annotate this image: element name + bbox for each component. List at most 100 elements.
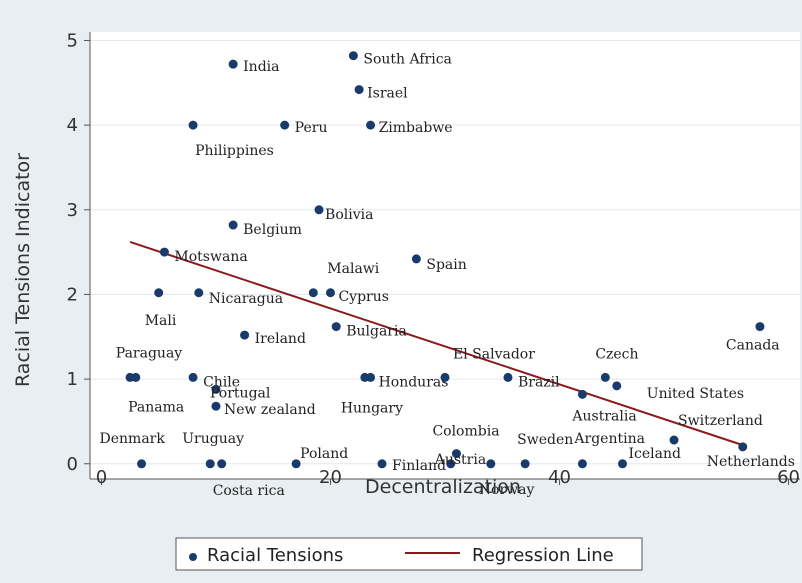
data-point <box>377 459 387 469</box>
data-point-label: Nicaragua <box>209 291 283 307</box>
legend-scatter-marker <box>189 553 197 561</box>
data-point-label: Malawi <box>327 261 379 277</box>
data-point <box>366 120 376 130</box>
data-point <box>577 459 587 469</box>
y-tick-label: 3 <box>67 200 78 221</box>
data-point-label: Austria <box>434 452 486 468</box>
data-point-label: Poland <box>300 446 348 462</box>
data-point <box>211 401 221 411</box>
data-point <box>228 59 238 69</box>
data-point-label: Panama <box>128 399 184 415</box>
data-point-label: Paraguay <box>116 345 183 361</box>
data-point-label: Peru <box>295 120 328 136</box>
data-point <box>411 254 421 264</box>
data-point-label: Brazil <box>518 374 560 390</box>
data-point-label: Switzerland <box>678 413 763 429</box>
data-point-label: Israel <box>367 86 408 102</box>
data-point-label: Chile <box>203 374 240 390</box>
data-point-label: Canada <box>726 338 780 354</box>
data-point <box>159 247 169 257</box>
data-point-label: Philippines <box>195 143 274 159</box>
data-point-label: Hungary <box>341 400 403 416</box>
data-point-label: Bolivia <box>325 207 373 223</box>
data-point-label: Zimbabwe <box>379 120 453 136</box>
data-point <box>503 372 513 382</box>
data-point <box>188 120 198 130</box>
data-point-label: Costa rica <box>213 483 285 499</box>
data-points: India South Africa Israel Peru Zimbabwe Phili… <box>100 51 795 499</box>
data-point-label: Motswana <box>174 249 247 265</box>
data-point-label: New zealand <box>224 402 316 418</box>
data-point-label: El Salvador <box>453 346 535 362</box>
data-point <box>486 459 496 469</box>
data-point-label: Mali <box>145 313 177 329</box>
data-point-label: Belgium <box>243 222 302 238</box>
data-point <box>360 372 370 382</box>
data-point <box>240 330 250 340</box>
regression-line <box>129 241 744 447</box>
data-point-label: Iceland <box>629 446 681 462</box>
data-point-label: India <box>243 59 279 75</box>
legend-line-label: Regression Line <box>472 545 614 566</box>
y-axis-ticks: 0 1 2 3 4 5 <box>67 30 90 475</box>
data-point <box>280 120 290 130</box>
data-point-label: Australia <box>571 408 636 424</box>
data-point-label: Czech <box>595 346 638 362</box>
data-point <box>137 459 147 469</box>
x-tick-label: 0 <box>96 467 107 488</box>
data-point <box>669 435 679 445</box>
data-point <box>205 459 215 469</box>
data-point <box>354 85 364 95</box>
data-point <box>308 288 318 298</box>
data-point <box>440 372 450 382</box>
x-axis-title: Decentralization <box>365 476 521 498</box>
data-point <box>577 389 587 399</box>
data-point-label: Norway <box>479 482 535 498</box>
y-tick-label: 5 <box>67 30 78 51</box>
y-tick-label: 0 <box>67 454 78 475</box>
data-point-label: South Africa <box>363 52 452 68</box>
data-point <box>738 442 748 452</box>
legend: Racial Tensions Regression Line <box>175 537 643 571</box>
data-point <box>446 459 456 469</box>
x-tick-label: 20 <box>319 467 342 488</box>
data-point-label: Portugal <box>210 385 271 401</box>
y-tick-label: 4 <box>67 115 78 136</box>
data-point <box>618 459 627 469</box>
data-point <box>228 220 238 230</box>
y-tick-label: 2 <box>67 284 78 305</box>
data-point <box>331 322 341 332</box>
y-axis-title: Racial Tensions Indicator <box>12 153 34 387</box>
data-point <box>520 459 530 469</box>
data-point-label: Sweden <box>517 432 573 448</box>
data-point <box>755 322 765 332</box>
data-point-label: Netherlands <box>707 454 795 470</box>
data-point <box>314 205 324 215</box>
x-tick-label: 40 <box>548 467 571 488</box>
x-axis-ticks: 0 20 40 60 <box>96 467 800 488</box>
data-point-label: Spain <box>426 257 466 273</box>
data-point <box>291 459 301 469</box>
data-point-label: Honduras <box>379 374 449 390</box>
data-point <box>451 449 461 459</box>
data-point <box>612 381 622 391</box>
data-point-label: Bulgaria <box>346 324 407 340</box>
y-tick-label: 1 <box>67 369 78 390</box>
data-point-label: Colombia <box>432 424 499 440</box>
data-point <box>154 288 164 298</box>
plot-area <box>90 32 800 479</box>
data-point-label: Denmark <box>100 431 166 447</box>
data-point <box>194 288 204 298</box>
data-point-label: Cyprus <box>338 289 388 305</box>
data-point <box>188 372 198 382</box>
data-point <box>211 384 221 394</box>
data-point-label: Uruguay <box>182 431 244 447</box>
legend-scatter-label: Racial Tensions <box>207 545 343 566</box>
data-point-label: Finland <box>392 458 446 474</box>
data-point <box>217 459 227 469</box>
data-point <box>125 372 135 382</box>
data-point-label: United States <box>647 386 744 402</box>
data-point-label: Argentina <box>573 431 645 447</box>
x-tick-label: 60 <box>777 467 800 488</box>
